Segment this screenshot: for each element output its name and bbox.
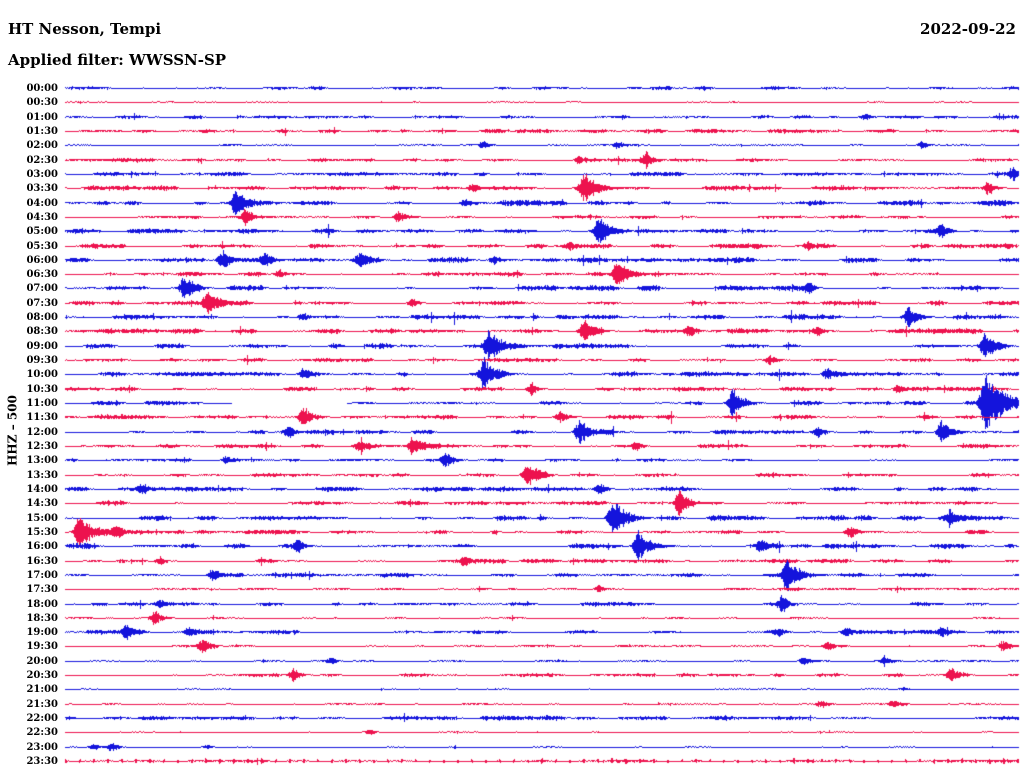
trace-time-label: 04:00 [26,198,58,209]
plot-date: 2022-09-22 [920,20,1016,38]
trace-time-label: 22:30 [26,727,58,738]
trace-time-label: 07:30 [26,298,58,309]
trace-time-label: 15:30 [26,527,58,538]
trace-time-label: 00:00 [26,83,58,94]
trace-time-label: 05:00 [26,226,58,237]
trace-time-label: 08:00 [26,312,58,323]
trace-time-label: 01:30 [26,126,58,137]
trace-time-label: 11:30 [26,412,58,423]
station-title: HT Nesson, Tempi [8,20,162,38]
trace-time-label: 15:00 [26,513,58,524]
trace-time-label: 10:30 [26,384,58,395]
trace-time-label: 18:30 [26,613,58,624]
trace-time-label: 06:30 [26,269,58,280]
applied-filter-label: Applied filter: WWSSN-SP [8,51,227,69]
trace-time-label: 20:30 [26,670,58,681]
trace-time-label: 08:30 [26,326,58,337]
trace-time-label: 02:30 [26,155,58,166]
trace-time-label: 00:30 [26,97,58,108]
trace-time-label: 23:00 [26,742,58,753]
trace-time-label: 13:30 [26,470,58,481]
trace-time-label: 03:00 [26,169,58,180]
trace-time-label: 01:00 [26,112,58,123]
trace-time-label: 09:30 [26,355,58,366]
trace-time-label: 10:00 [26,369,58,380]
trace-time-label: 11:00 [26,398,58,409]
trace-time-label: 06:00 [26,255,58,266]
trace-time-label: 04:30 [26,212,58,223]
trace-time-label: 03:30 [26,183,58,194]
trace-time-label: 12:30 [26,441,58,452]
trace-time-label: 02:00 [26,140,58,151]
trace-time-label: 18:00 [26,599,58,610]
trace-time-label: 14:30 [26,498,58,509]
trace-time-label: 19:30 [26,641,58,652]
trace-time-label: 21:00 [26,684,58,695]
trace-time-label: 19:00 [26,627,58,638]
trace-time-label: 07:00 [26,283,58,294]
trace-time-label: 21:30 [26,699,58,710]
trace-time-label: 17:30 [26,584,58,595]
trace-time-label: 13:00 [26,455,58,466]
trace-time-label: 17:00 [26,570,58,581]
trace-time-label: 05:30 [26,241,58,252]
trace-time-label: 22:00 [26,713,58,724]
trace-time-label: 20:00 [26,656,58,667]
trace-time-label: 14:00 [26,484,58,495]
trace-time-label: 12:00 [26,427,58,438]
trace-time-label: 23:30 [26,756,58,767]
trace-time-label: 16:30 [26,556,58,567]
trace-time-label: 09:00 [26,341,58,352]
trace-time-label: 16:00 [26,541,58,552]
